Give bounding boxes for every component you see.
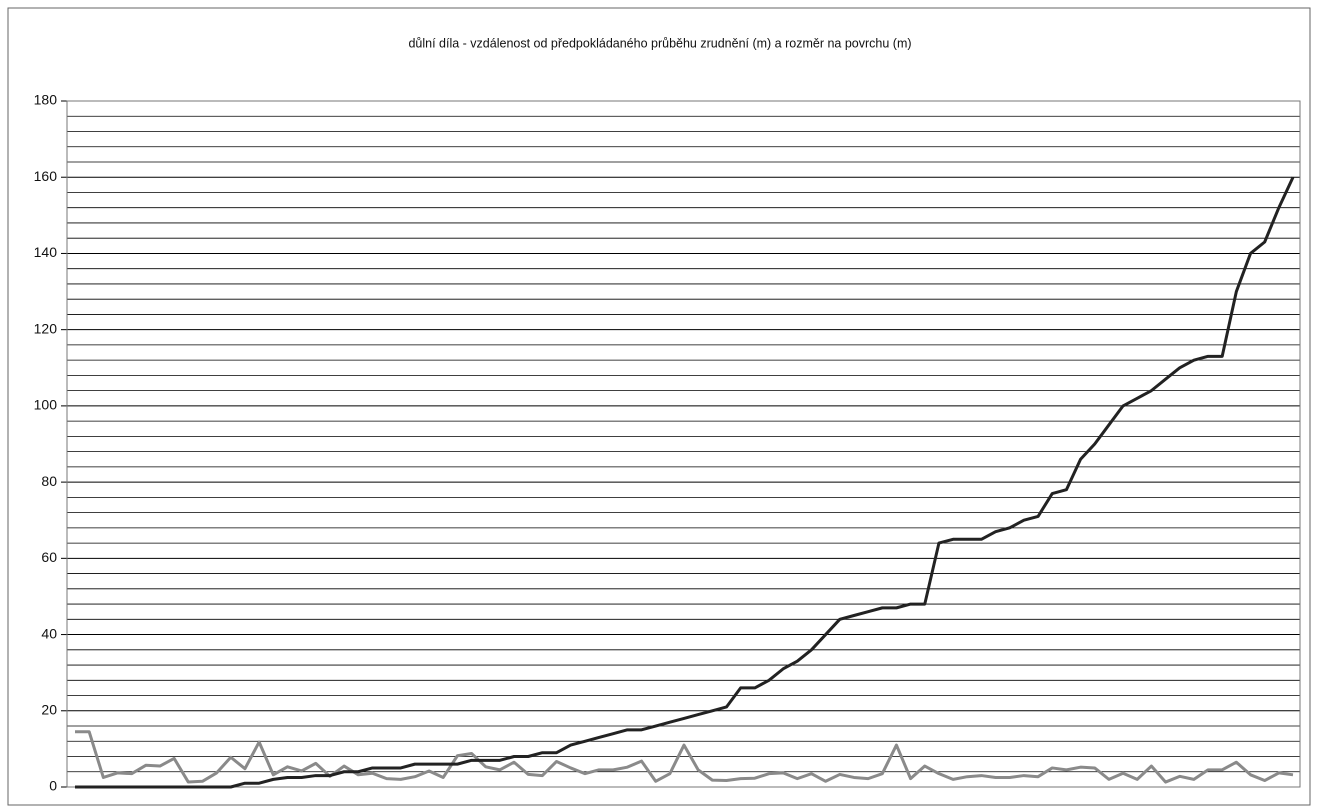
chart-title: důlní díla - vzdálenost od předpokládané… [408, 36, 911, 50]
y-tick-label: 140 [34, 244, 58, 260]
chart-frame [7, 7, 1311, 806]
plot-frame [66, 100, 1301, 788]
series-line [75, 176, 1295, 789]
y-tick-label: 40 [41, 625, 57, 641]
series-line [75, 730, 1294, 784]
y-tick-label: 180 [34, 92, 58, 108]
y-tick-label: 120 [34, 320, 58, 336]
y-tick-label: 80 [41, 473, 57, 489]
y-tick-label: 160 [34, 168, 58, 184]
y-tick-label: 60 [41, 549, 57, 565]
y-tick-label: 100 [34, 397, 58, 413]
y-tick-label: 0 [49, 778, 57, 794]
y-tick-label: 20 [41, 701, 57, 717]
